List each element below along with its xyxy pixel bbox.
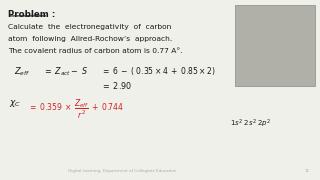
Text: $\chi_C$: $\chi_C$ — [9, 98, 21, 109]
Text: $= \; 6 \; - \; ( \; 0.35 \times 4 \; + \; 0.85 \times 2)$: $= \; 6 \; - \; ( \; 0.35 \times 4 \; + … — [101, 65, 216, 77]
Text: Problem :: Problem : — [8, 10, 55, 19]
Text: The covalent radius of carbon atom is 0.77 A°.: The covalent radius of carbon atom is 0.… — [8, 48, 182, 54]
Text: $1s^2 \; 2s^2 \; 2p^2$: $1s^2 \; 2s^2 \; 2p^2$ — [230, 118, 271, 130]
FancyBboxPatch shape — [235, 5, 316, 86]
Text: atom  following  Allred-Rochow’s  approach.: atom following Allred-Rochow’s approach. — [8, 36, 172, 42]
Text: Calculate  the  electronegativity  of  carbon: Calculate the electronegativity of carbo… — [8, 24, 171, 30]
Text: Digital Learning, Department of Collegiate Education: Digital Learning, Department of Collegia… — [68, 169, 176, 173]
Text: $Z_{eff}$: $Z_{eff}$ — [14, 65, 30, 78]
Text: $= \; 2.90$: $= \; 2.90$ — [101, 80, 132, 91]
Text: 11: 11 — [304, 169, 309, 173]
Text: $= \; 0.359 \; \times \; \dfrac{Z_{eff}}{r^2} \; + \; 0.744$: $= \; 0.359 \; \times \; \dfrac{Z_{eff}}… — [28, 98, 124, 121]
Text: $= \; Z_{act} - \; S$: $= \; Z_{act} - \; S$ — [43, 65, 88, 78]
